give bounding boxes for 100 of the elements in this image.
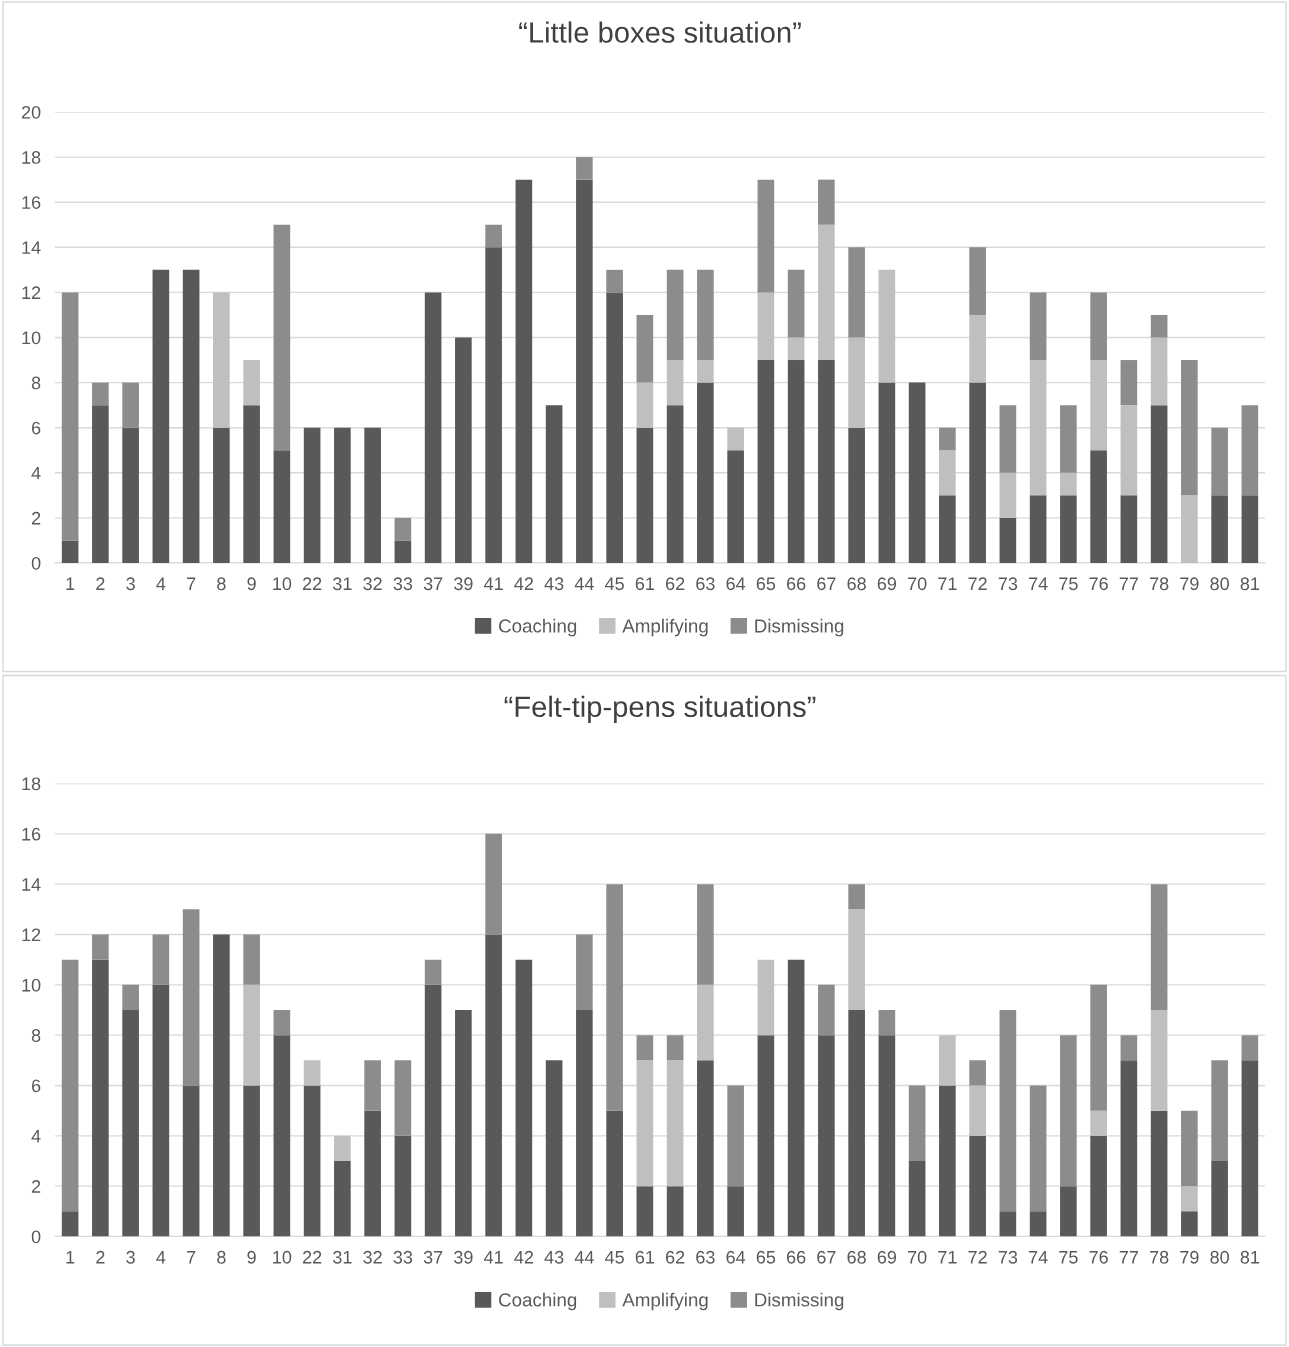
bar: [243, 984, 260, 1086]
x-tick-label: 71: [938, 577, 957, 590]
x-tick-label: 43: [544, 577, 564, 591]
bar: [485, 934, 502, 1237]
x-tick-label: 69: [877, 1250, 897, 1264]
bar: [213, 427, 230, 563]
bar: [243, 405, 260, 563]
x-tick-label: 78: [1150, 1250, 1169, 1264]
y-tick-label: 8: [31, 376, 41, 390]
bar: [243, 1085, 260, 1237]
bar: [61, 959, 79, 1212]
bar: [303, 1060, 321, 1086]
y-tick-label: 18: [22, 777, 41, 791]
bar: [969, 1085, 986, 1136]
bar: [576, 934, 593, 1010]
bar: [61, 1211, 79, 1237]
bar: [122, 382, 139, 428]
bar: [969, 1060, 986, 1086]
x-tick-label: 8: [217, 577, 226, 591]
bar: [727, 450, 744, 563]
bar: [1090, 360, 1107, 451]
x-tick-label: 71: [938, 1251, 957, 1264]
bar: [273, 450, 291, 563]
x-tick-label: 81: [1240, 1250, 1260, 1264]
x-tick-label: 22: [302, 1250, 322, 1264]
bar: [1181, 360, 1198, 496]
bar: [122, 984, 139, 1010]
y-tick-label: 20: [21, 105, 41, 119]
bar: [787, 337, 805, 361]
bar: [152, 934, 170, 985]
legend-label: Amplifying: [622, 1292, 708, 1311]
bar: [606, 292, 623, 563]
x-tick-label: 63: [696, 1250, 715, 1264]
x-tick-label: 77: [1119, 1251, 1139, 1264]
bar: [152, 984, 170, 1237]
x-tick-label: 32: [363, 1250, 382, 1264]
bar: [1181, 1211, 1198, 1237]
x-tick-label: 45: [605, 1251, 624, 1264]
bar: [999, 1010, 1017, 1212]
x-tick-label: 80: [1210, 577, 1229, 591]
x-tick-label: 9: [247, 1250, 256, 1264]
legend-label: Dismissing: [755, 618, 844, 637]
bar: [61, 292, 79, 541]
bar: [545, 405, 563, 563]
bar: [878, 1010, 896, 1036]
bar: [1241, 1060, 1259, 1237]
x-tick-label: 63: [696, 577, 715, 591]
bar: [697, 984, 714, 1061]
bar: [848, 337, 865, 428]
legend-label: Coaching: [499, 1292, 577, 1311]
bar: [1241, 1035, 1259, 1061]
x-tick-label: 9: [247, 577, 256, 591]
bar: [697, 382, 714, 563]
bar: [1029, 1211, 1047, 1237]
bar: [1241, 495, 1259, 563]
x-tick-label: 74: [1029, 1251, 1048, 1264]
bar: [182, 1085, 200, 1237]
bar: [1211, 495, 1228, 563]
bar: [606, 884, 623, 1111]
bar: [999, 517, 1017, 563]
bar: [122, 1010, 139, 1237]
bar: [636, 1186, 654, 1237]
bar: [334, 1135, 351, 1161]
bar: [1029, 495, 1047, 563]
y-tick-label: 8: [31, 1029, 41, 1042]
y-tick-label: 6: [31, 1079, 41, 1093]
x-tick-label: 37: [423, 1250, 443, 1264]
bar: [1060, 1186, 1077, 1237]
x-tick-label: 10: [273, 1250, 292, 1264]
bar: [92, 959, 109, 1237]
bar: [1120, 1035, 1138, 1061]
bar: [576, 157, 593, 180]
bar: [727, 427, 744, 451]
bar: [303, 427, 321, 563]
bar: [999, 472, 1017, 518]
y-tick-label: 0: [31, 556, 41, 570]
x-tick-label: 41: [484, 1251, 503, 1264]
bar: [848, 884, 865, 910]
bar: [908, 382, 926, 563]
x-tick-label: 10: [273, 577, 292, 591]
y-tick-label: 4: [31, 1129, 41, 1143]
bar: [1150, 1010, 1168, 1111]
legend-label: Amplifying: [622, 618, 708, 637]
bar: [364, 427, 381, 563]
x-tick-label: 76: [1089, 577, 1108, 591]
bar: [485, 247, 502, 563]
bar: [636, 314, 654, 383]
bar: [606, 1110, 623, 1237]
bar: [848, 247, 865, 338]
bar: [818, 360, 835, 563]
y-tick-label: 14: [22, 878, 41, 891]
x-tick-label: 61: [635, 1250, 655, 1264]
x-tick-label: 72: [968, 1250, 987, 1264]
bar: [1120, 360, 1138, 406]
bar: [1029, 292, 1047, 361]
bar: [424, 959, 442, 985]
bar: [92, 934, 109, 960]
chart-title: “Felt-tip-pens situations”: [504, 695, 816, 723]
y-tick-label: 12: [22, 928, 41, 942]
bar: [666, 360, 684, 406]
